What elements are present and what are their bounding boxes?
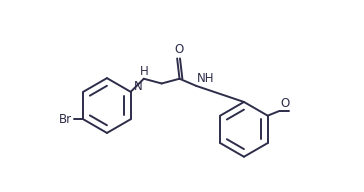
Text: N: N xyxy=(134,80,143,93)
Text: Br: Br xyxy=(59,113,72,126)
Text: NH: NH xyxy=(197,72,215,85)
Text: O: O xyxy=(174,43,183,56)
Text: O: O xyxy=(281,97,290,110)
Text: H: H xyxy=(139,65,148,78)
